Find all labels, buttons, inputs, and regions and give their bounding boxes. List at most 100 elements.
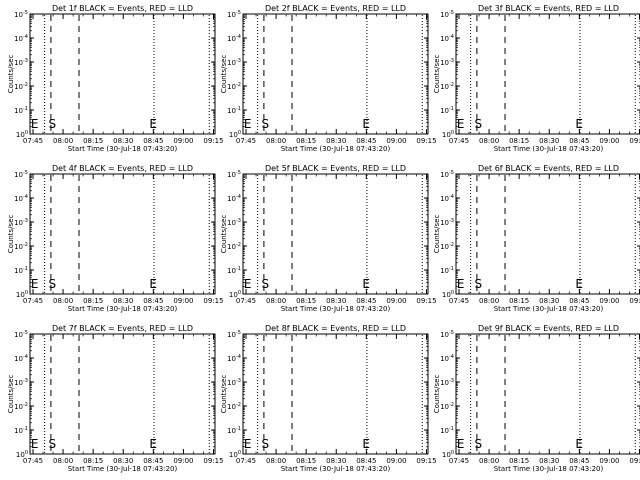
chart-title: Det 3f BLACK = Events, RED = LLD	[478, 4, 619, 13]
event-marker-label: S	[262, 277, 270, 291]
x-tick-label: 07:45	[449, 457, 469, 465]
x-tick-label: 08:15	[509, 457, 529, 465]
x-axis-label: Start Time (30-Jul-18 07:43:20)	[68, 145, 178, 153]
x-tick-label: 08:45	[143, 137, 163, 145]
event-marker-label: E	[31, 117, 39, 131]
y-axis-label: Counts/sec	[220, 55, 228, 94]
y-tick-label: 10-1	[440, 266, 454, 275]
event-marker-label: S	[262, 117, 270, 131]
x-tick-label: 08:30	[539, 137, 559, 145]
y-tick-label: 10-1	[14, 266, 28, 275]
y-axis-label: Counts/sec	[220, 375, 228, 414]
x-tick-label: 07:45	[449, 297, 469, 305]
x-tick-label: 09:00	[173, 297, 193, 305]
event-marker-label: E	[149, 277, 157, 291]
x-axis-label: Start Time (30-Jul-18 07:43:20)	[68, 465, 178, 473]
y-tick-label: 10-5	[227, 330, 241, 339]
event-marker-label: S	[49, 437, 57, 451]
x-tick-label: 08:45	[569, 457, 589, 465]
y-tick-label: 10-3	[227, 58, 241, 67]
x-tick-label: 08:00	[266, 297, 286, 305]
x-tick-label: 08:15	[83, 137, 103, 145]
event-marker-label: E	[457, 117, 465, 131]
event-marker-label: S	[262, 437, 270, 451]
chart-panel: Det 5f BLACK = Events, RED = LLD 100 10-1 1…	[220, 164, 437, 313]
y-tick-label: 10-5	[440, 170, 454, 179]
x-tick-label: 09:00	[173, 457, 193, 465]
y-tick-label: 100	[229, 130, 241, 139]
y-tick-label: 10-4	[227, 34, 241, 43]
y-axis-label: Counts/sec	[433, 55, 441, 94]
y-tick-label: 10-4	[440, 194, 454, 203]
x-axis-label: Start Time (30-Jul-18 07:43:20)	[494, 145, 604, 153]
x-tick-label: 09:15	[416, 137, 436, 145]
y-tick-label: 10-3	[440, 58, 454, 67]
x-tick-label: 07:45	[23, 457, 43, 465]
x-tick-label: 07:45	[449, 137, 469, 145]
x-tick-label: 08:30	[113, 457, 133, 465]
y-tick-label: 10-5	[227, 170, 241, 179]
plot-frame	[29, 333, 216, 455]
x-tick-label: 07:45	[236, 297, 256, 305]
y-tick-label: 10-3	[227, 218, 241, 227]
y-tick-label: 10-2	[440, 82, 454, 91]
y-tick-label: 10-1	[227, 266, 241, 275]
y-tick-label: 10-1	[440, 106, 454, 115]
x-tick-label: 08:30	[113, 137, 133, 145]
y-tick-label: 10-5	[440, 330, 454, 339]
x-tick-label: 08:00	[53, 457, 73, 465]
y-tick-label: 10-2	[14, 402, 28, 411]
x-axis-label: Start Time (30-Jul-18 07:43:20)	[68, 305, 178, 313]
x-tick-label: 08:00	[479, 297, 499, 305]
x-tick-label: 08:45	[143, 297, 163, 305]
y-axis-label: Counts/sec	[433, 215, 441, 254]
y-tick-label: 10-3	[227, 378, 241, 387]
x-tick-label: 08:15	[296, 137, 316, 145]
y-tick-label: 100	[16, 130, 28, 139]
x-tick-label: 09:00	[386, 137, 406, 145]
plot-frame	[455, 173, 640, 295]
event-marker-label: E	[149, 437, 157, 451]
x-tick-label: 09:15	[629, 297, 640, 305]
x-tick-label: 09:00	[599, 137, 619, 145]
plot-frame	[242, 173, 429, 295]
y-tick-label: 10-4	[14, 194, 28, 203]
chart-title: Det 2f BLACK = Events, RED = LLD	[265, 4, 406, 13]
chart-panel: Det 7f BLACK = Events, RED = LLD 100 10-1 1…	[7, 324, 224, 473]
chart-panel: Det 9f BLACK = Events, RED = LLD 100 10-1 1…	[433, 324, 640, 473]
y-tick-label: 10-5	[227, 10, 241, 19]
event-marker-label: E	[575, 277, 583, 291]
y-tick-label: 10-3	[14, 58, 28, 67]
y-tick-label: 10-2	[440, 242, 454, 251]
event-marker-label: E	[362, 277, 370, 291]
x-tick-label: 08:00	[479, 457, 499, 465]
y-tick-label: 100	[442, 450, 454, 459]
x-tick-label: 07:45	[236, 457, 256, 465]
y-tick-label: 10-1	[14, 106, 28, 115]
plot-frame	[455, 333, 640, 455]
x-tick-label: 09:00	[173, 137, 193, 145]
x-tick-label: 08:00	[53, 297, 73, 305]
x-tick-label: 08:45	[143, 457, 163, 465]
x-tick-label: 08:15	[296, 457, 316, 465]
y-tick-label: 10-2	[14, 82, 28, 91]
x-tick-label: 08:15	[509, 297, 529, 305]
x-tick-label: 07:45	[23, 297, 43, 305]
x-tick-label: 07:45	[236, 137, 256, 145]
y-tick-label: 100	[442, 290, 454, 299]
y-tick-label: 10-1	[227, 106, 241, 115]
y-tick-label: 10-1	[440, 426, 454, 435]
y-tick-label: 10-3	[440, 378, 454, 387]
chart-panel: Det 8f BLACK = Events, RED = LLD 100 10-1 1…	[220, 324, 437, 473]
plot-frame	[29, 13, 216, 135]
y-tick-label: 10-2	[227, 82, 241, 91]
y-axis-label: Counts/sec	[433, 375, 441, 414]
y-tick-label: 100	[229, 450, 241, 459]
chart-title: Det 4f BLACK = Events, RED = LLD	[52, 164, 193, 173]
y-axis-label: Counts/sec	[220, 215, 228, 254]
x-tick-label: 08:30	[326, 297, 346, 305]
event-marker-label: E	[362, 117, 370, 131]
chart-title: Det 8f BLACK = Events, RED = LLD	[265, 324, 406, 333]
y-tick-label: 10-2	[14, 242, 28, 251]
chart-title: Det 9f BLACK = Events, RED = LLD	[478, 324, 619, 333]
